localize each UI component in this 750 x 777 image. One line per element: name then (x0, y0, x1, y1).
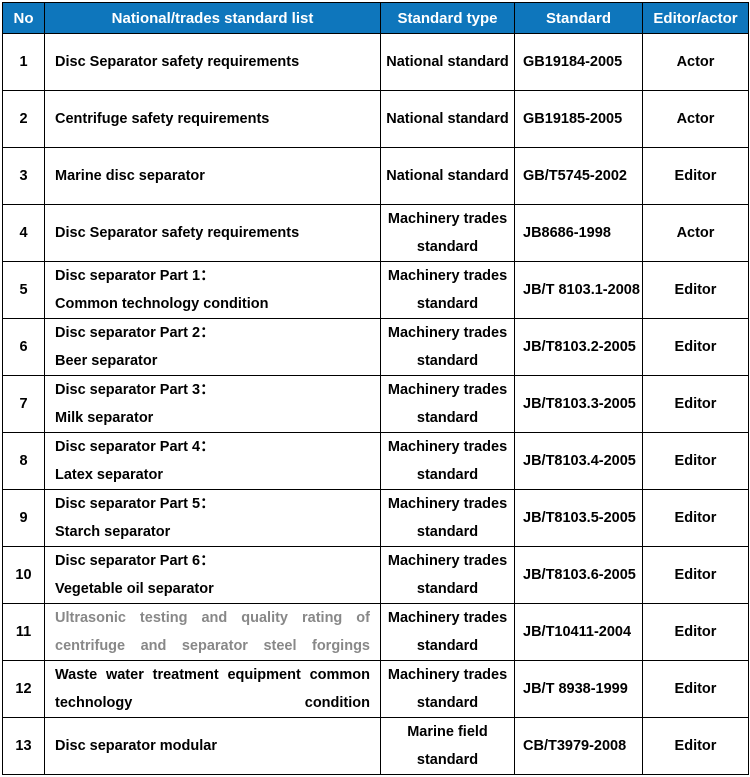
cell-name: Waste water treatment equipment common t… (45, 661, 381, 718)
cell-standard-type: National standard (381, 148, 515, 205)
cell-no: 6 (3, 319, 45, 376)
table-row: 5Disc separator Part 1：Common technology… (3, 262, 749, 319)
cell-editor-actor: Actor (643, 205, 749, 262)
cell-editor-actor: Editor (643, 262, 749, 319)
cell-standard: GB19185-2005 (515, 91, 643, 148)
cell-editor-actor: Editor (643, 547, 749, 604)
cell-name: Disc separator Part 1：Common technology … (45, 262, 381, 319)
table-row: 2Centrifuge safety requirementsNational … (3, 91, 749, 148)
cell-standard-type: Machinery trades standard (381, 376, 515, 433)
cell-standard-type: Machinery trades standard (381, 205, 515, 262)
table-row: 1Disc Separator safety requirementsNatio… (3, 34, 749, 91)
cell-no: 8 (3, 433, 45, 490)
cell-no: 13 (3, 718, 45, 775)
table-row: 4Disc Separator safety requirementsMachi… (3, 205, 749, 262)
table-row: 7Disc separator Part 3：Milk separatorMac… (3, 376, 749, 433)
cell-no: 9 (3, 490, 45, 547)
table-row: 3Marine disc separatorNational standardG… (3, 148, 749, 205)
cell-name: Disc separator Part 6：Vegetable oil sepa… (45, 547, 381, 604)
col-header-stype: Standard type (381, 3, 515, 34)
table-row: 10Disc separator Part 6：Vegetable oil se… (3, 547, 749, 604)
cell-no: 11 (3, 604, 45, 661)
cell-name: Centrifuge safety requirements (45, 91, 381, 148)
cell-no: 7 (3, 376, 45, 433)
cell-standard-type: Machinery trades standard (381, 433, 515, 490)
table-row: 8Disc separator Part 4：Latex separatorMa… (3, 433, 749, 490)
cell-standard-type: Marine field standard (381, 718, 515, 775)
cell-name: Ultrasonic testing and quality rating of… (45, 604, 381, 661)
cell-standard: JB/T8103.2-2005 (515, 319, 643, 376)
cell-no: 1 (3, 34, 45, 91)
cell-editor-actor: Editor (643, 148, 749, 205)
cell-standard-type: National standard (381, 91, 515, 148)
cell-standard: JB8686-1998 (515, 205, 643, 262)
cell-standard: CB/T3979-2008 (515, 718, 643, 775)
cell-name: Disc separator Part 5：Starch separator (45, 490, 381, 547)
cell-editor-actor: Editor (643, 376, 749, 433)
cell-name: Marine disc separator (45, 148, 381, 205)
cell-name: Disc separator Part 3：Milk separator (45, 376, 381, 433)
col-header-name: National/trades standard list (45, 3, 381, 34)
cell-editor-actor: Editor (643, 604, 749, 661)
cell-standard: JB/T8103.5-2005 (515, 490, 643, 547)
cell-standard: JB/T8103.3-2005 (515, 376, 643, 433)
cell-standard-type: Machinery trades standard (381, 547, 515, 604)
cell-standard-type: Machinery trades standard (381, 490, 515, 547)
cell-name: Disc separator Part 4：Latex separator (45, 433, 381, 490)
cell-no: 4 (3, 205, 45, 262)
cell-editor-actor: Actor (643, 34, 749, 91)
cell-name: Disc Separator safety requirements (45, 205, 381, 262)
table-row: 13Disc separator modularMarine field sta… (3, 718, 749, 775)
cell-editor-actor: Editor (643, 433, 749, 490)
cell-name: Disc separator modular (45, 718, 381, 775)
cell-editor-actor: Editor (643, 490, 749, 547)
cell-no: 2 (3, 91, 45, 148)
table-row: 6Disc separator Part 2：Beer separatorMac… (3, 319, 749, 376)
cell-name: Disc separator Part 2：Beer separator (45, 319, 381, 376)
cell-standard: JB/T8103.6-2005 (515, 547, 643, 604)
table-row: 11Ultrasonic testing and quality rating … (3, 604, 749, 661)
cell-standard-type: Machinery trades standard (381, 262, 515, 319)
cell-editor-actor: Editor (643, 718, 749, 775)
cell-no: 3 (3, 148, 45, 205)
cell-standard: JB/T 8938-1999 (515, 661, 643, 718)
cell-standard-type: Machinery trades standard (381, 661, 515, 718)
table-row: 12Waste water treatment equipment common… (3, 661, 749, 718)
cell-editor-actor: Editor (643, 661, 749, 718)
table-row: 9Disc separator Part 5：Starch separatorM… (3, 490, 749, 547)
cell-no: 5 (3, 262, 45, 319)
standards-table: No National/trades standard list Standar… (2, 2, 749, 775)
col-header-actor: Editor/actor (643, 3, 749, 34)
cell-standard: GB/T5745-2002 (515, 148, 643, 205)
cell-editor-actor: Editor (643, 319, 749, 376)
cell-name: Disc Separator safety requirements (45, 34, 381, 91)
cell-standard: JB/T10411-2004 (515, 604, 643, 661)
cell-no: 10 (3, 547, 45, 604)
cell-standard: GB19184-2005 (515, 34, 643, 91)
cell-no: 12 (3, 661, 45, 718)
cell-standard-type: Machinery trades standard (381, 319, 515, 376)
cell-standard-type: National standard (381, 34, 515, 91)
col-header-std: Standard (515, 3, 643, 34)
cell-standard-type: Machinery trades standard (381, 604, 515, 661)
cell-editor-actor: Actor (643, 91, 749, 148)
table-header-row: No National/trades standard list Standar… (3, 3, 749, 34)
col-header-no: No (3, 3, 45, 34)
cell-standard: JB/T8103.4-2005 (515, 433, 643, 490)
cell-standard: JB/T 8103.1-2008 (515, 262, 643, 319)
